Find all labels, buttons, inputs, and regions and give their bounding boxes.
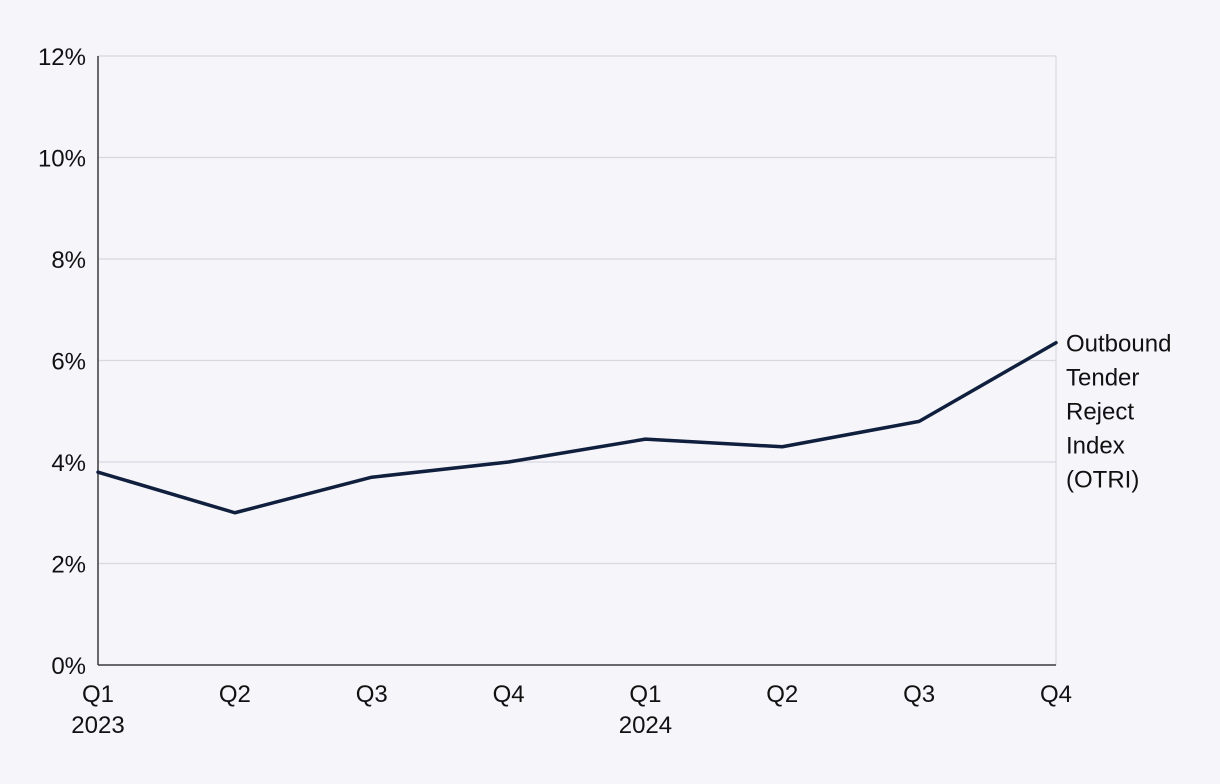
x-tick-label: Q1: [629, 681, 661, 708]
x-tick-label: Q3: [356, 681, 388, 708]
axes: [97, 56, 1057, 666]
x-tick-label: Q2: [219, 681, 251, 708]
series-label: Tender: [1066, 365, 1139, 392]
series-line-otri: [96, 340, 1058, 515]
y-tick-label: 10%: [38, 146, 86, 173]
x-tick-label: Q1: [82, 681, 114, 708]
series-label: Index: [1066, 433, 1125, 460]
x-tick-year-label: 2024: [619, 712, 672, 739]
x-tick-label: Q3: [903, 681, 935, 708]
x-tick-label: Q4: [1040, 681, 1072, 708]
series-label: (OTRI): [1066, 467, 1139, 494]
x-tick-label: Q4: [493, 681, 525, 708]
y-tick-label: 0%: [51, 653, 86, 680]
y-axis-ticks: 0% 2% 4% 6% 8% 10% 12%: [38, 44, 86, 680]
series-group: Outbound Tender Reject Index (OTRI): [96, 331, 1171, 515]
y-tick-label: 8%: [51, 247, 86, 274]
y-tick-label: 2%: [51, 552, 86, 579]
x-tick-year-label: 2023: [71, 712, 124, 739]
x-tick-label: Q2: [766, 681, 798, 708]
series-label: Reject: [1066, 399, 1134, 426]
y-tick-label: 12%: [38, 44, 86, 71]
y-tick-label: 4%: [51, 450, 86, 477]
y-tick-label: 6%: [51, 349, 86, 376]
x-axis-ticks: Q1 2023 Q2 Q3 Q4 Q1 2024 Q2 Q3 Q4: [71, 681, 1072, 739]
gridlines: [98, 55, 1056, 565]
series-label: Outbound: [1066, 331, 1171, 358]
